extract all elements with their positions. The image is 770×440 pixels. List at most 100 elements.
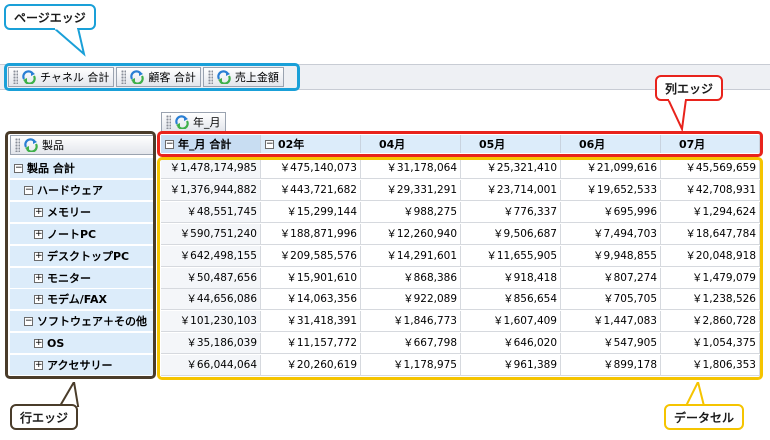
data-cell[interactable]: ￥15,901,610 — [261, 268, 361, 289]
drag-grip-icon[interactable] — [15, 138, 20, 152]
column-header[interactable]: − 02年 — [261, 135, 361, 153]
data-cell[interactable]: ￥11,655,905 — [461, 246, 561, 267]
data-cell[interactable]: ￥31,178,064 — [361, 158, 461, 179]
data-cell[interactable]: ￥18,647,784 — [661, 224, 760, 245]
data-cell[interactable]: ￥1,178,975 — [361, 355, 461, 376]
data-cell[interactable]: ￥547,905 — [561, 333, 661, 354]
column-edge-highlight — [157, 131, 763, 157]
data-cell[interactable]: ￥44,656,086 — [161, 289, 261, 310]
data-cell[interactable]: ￥443,721,682 — [261, 180, 361, 201]
data-cell[interactable]: ￥66,044,064 — [161, 355, 261, 376]
data-cell[interactable]: ￥667,798 — [361, 333, 461, 354]
row-header-label: アクセサリー — [47, 359, 113, 372]
data-cell[interactable]: ￥188,871,996 — [261, 224, 361, 245]
data-cell[interactable]: ￥807,274 — [561, 268, 661, 289]
collapse-toggle-icon[interactable]: − — [24, 184, 33, 195]
column-header[interactable]: − 年_月 合計 — [161, 135, 261, 153]
data-cell[interactable]: ￥1,846,773 — [361, 311, 461, 332]
drag-grip-icon[interactable] — [121, 70, 127, 84]
callout-data-cell: データセル — [664, 404, 745, 430]
data-cell[interactable]: ￥14,063,356 — [261, 289, 361, 310]
row-header[interactable]: + デスクトップPC — [10, 246, 155, 267]
data-cell[interactable]: ￥23,714,001 — [461, 180, 561, 201]
data-cell[interactable]: ￥1,479,079 — [661, 268, 760, 289]
data-cell[interactable]: ￥918,418 — [461, 268, 561, 289]
data-cell[interactable]: ￥1,447,083 — [561, 311, 661, 332]
data-cell[interactable]: ￥209,585,576 — [261, 246, 361, 267]
data-cell[interactable]: ￥1,238,526 — [661, 289, 760, 310]
row-header[interactable]: + モデム/FAX — [10, 289, 155, 310]
data-cell[interactable]: ￥1,806,353 — [661, 355, 760, 376]
drag-grip-icon[interactable] — [166, 115, 171, 129]
data-cell[interactable]: ￥35,186,039 — [161, 333, 261, 354]
data-cell[interactable]: ￥868,386 — [361, 268, 461, 289]
row-header-label: ソフトウェア＋その他 — [37, 315, 147, 328]
expand-toggle-icon[interactable]: + — [34, 337, 43, 348]
expand-toggle-icon[interactable]: + — [34, 250, 43, 261]
data-cell[interactable]: ￥20,048,918 — [661, 246, 760, 267]
expand-toggle-icon[interactable]: + — [34, 272, 43, 283]
data-cell[interactable]: ￥856,654 — [461, 289, 561, 310]
row-header[interactable]: − ソフトウェア＋その他 — [10, 311, 155, 332]
page-field-channel[interactable]: チャネル 合計 — [8, 67, 115, 87]
data-cell[interactable]: ￥961,389 — [461, 355, 561, 376]
data-cell[interactable]: ￥1,478,174,985 — [161, 158, 261, 179]
page-field-customer[interactable]: 顧客 合計 — [116, 67, 201, 87]
data-cell[interactable]: ￥50,487,656 — [161, 268, 261, 289]
data-cell[interactable]: ￥475,140,073 — [261, 158, 361, 179]
data-cell[interactable]: ￥25,321,410 — [461, 158, 561, 179]
data-cell[interactable]: ￥1,294,624 — [661, 202, 760, 223]
data-cell[interactable]: ￥45,569,659 — [661, 158, 760, 179]
data-cell[interactable]: ￥9,948,855 — [561, 246, 661, 267]
data-cell[interactable]: ￥14,291,601 — [361, 246, 461, 267]
column-field-chip[interactable]: 年_月 — [161, 112, 226, 132]
row-field-chip[interactable]: 製品 — [10, 135, 155, 155]
page-field-sales[interactable]: 売上金額 — [202, 67, 284, 87]
collapse-toggle-icon[interactable]: − — [165, 138, 174, 149]
data-cell[interactable]: ￥101,230,103 — [161, 311, 261, 332]
pivot-swap-icon — [130, 70, 145, 84]
column-header: 05月 — [461, 135, 561, 153]
data-cell[interactable]: ￥29,331,291 — [361, 180, 461, 201]
row-header[interactable]: + OS — [10, 333, 155, 354]
row-header[interactable]: + メモリー — [10, 202, 155, 223]
drag-grip-icon[interactable] — [207, 70, 213, 84]
data-cell[interactable]: ￥11,157,772 — [261, 333, 361, 354]
row-header[interactable]: + モニター — [10, 268, 155, 289]
data-cell[interactable]: ￥646,020 — [461, 333, 561, 354]
data-cell[interactable]: ￥31,418,391 — [261, 311, 361, 332]
expand-toggle-icon[interactable]: + — [34, 359, 43, 370]
expand-toggle-icon[interactable]: + — [34, 293, 43, 304]
data-cell[interactable]: ￥20,260,619 — [261, 355, 361, 376]
data-cell[interactable]: ￥48,551,745 — [161, 202, 261, 223]
data-cell[interactable]: ￥12,260,940 — [361, 224, 461, 245]
data-cell[interactable]: ￥2,860,728 — [661, 311, 760, 332]
collapse-toggle-icon[interactable]: − — [265, 138, 274, 149]
row-header[interactable]: + ノートPC — [10, 224, 155, 245]
collapse-toggle-icon[interactable]: − — [14, 162, 23, 173]
data-cell[interactable]: ￥899,178 — [561, 355, 661, 376]
data-cell[interactable]: ￥42,708,931 — [661, 180, 760, 201]
data-cell[interactable]: ￥776,337 — [461, 202, 561, 223]
data-cell[interactable]: ￥15,299,144 — [261, 202, 361, 223]
row-header[interactable]: − ハードウェア — [10, 180, 155, 201]
data-cell[interactable]: ￥21,099,616 — [561, 158, 661, 179]
collapse-toggle-icon[interactable]: − — [24, 315, 33, 326]
drag-grip-icon[interactable] — [13, 70, 18, 84]
data-cell[interactable]: ￥642,498,155 — [161, 246, 261, 267]
data-cell[interactable]: ￥695,996 — [561, 202, 661, 223]
data-cell[interactable]: ￥7,494,703 — [561, 224, 661, 245]
row-header[interactable]: + アクセサリー — [10, 355, 155, 376]
data-cell[interactable]: ￥988,275 — [361, 202, 461, 223]
data-cell[interactable]: ￥19,652,533 — [561, 180, 661, 201]
expand-toggle-icon[interactable]: + — [34, 206, 43, 217]
data-cell[interactable]: ￥705,705 — [561, 289, 661, 310]
data-cell[interactable]: ￥1,054,375 — [661, 333, 760, 354]
row-header[interactable]: − 製品 合計 — [10, 158, 155, 179]
data-cell[interactable]: ￥922,089 — [361, 289, 461, 310]
expand-toggle-icon[interactable]: + — [34, 228, 43, 239]
data-cell[interactable]: ￥1,376,944,882 — [161, 180, 261, 201]
data-cell[interactable]: ￥590,751,240 — [161, 224, 261, 245]
data-cell[interactable]: ￥1,607,409 — [461, 311, 561, 332]
data-cell[interactable]: ￥9,506,687 — [461, 224, 561, 245]
